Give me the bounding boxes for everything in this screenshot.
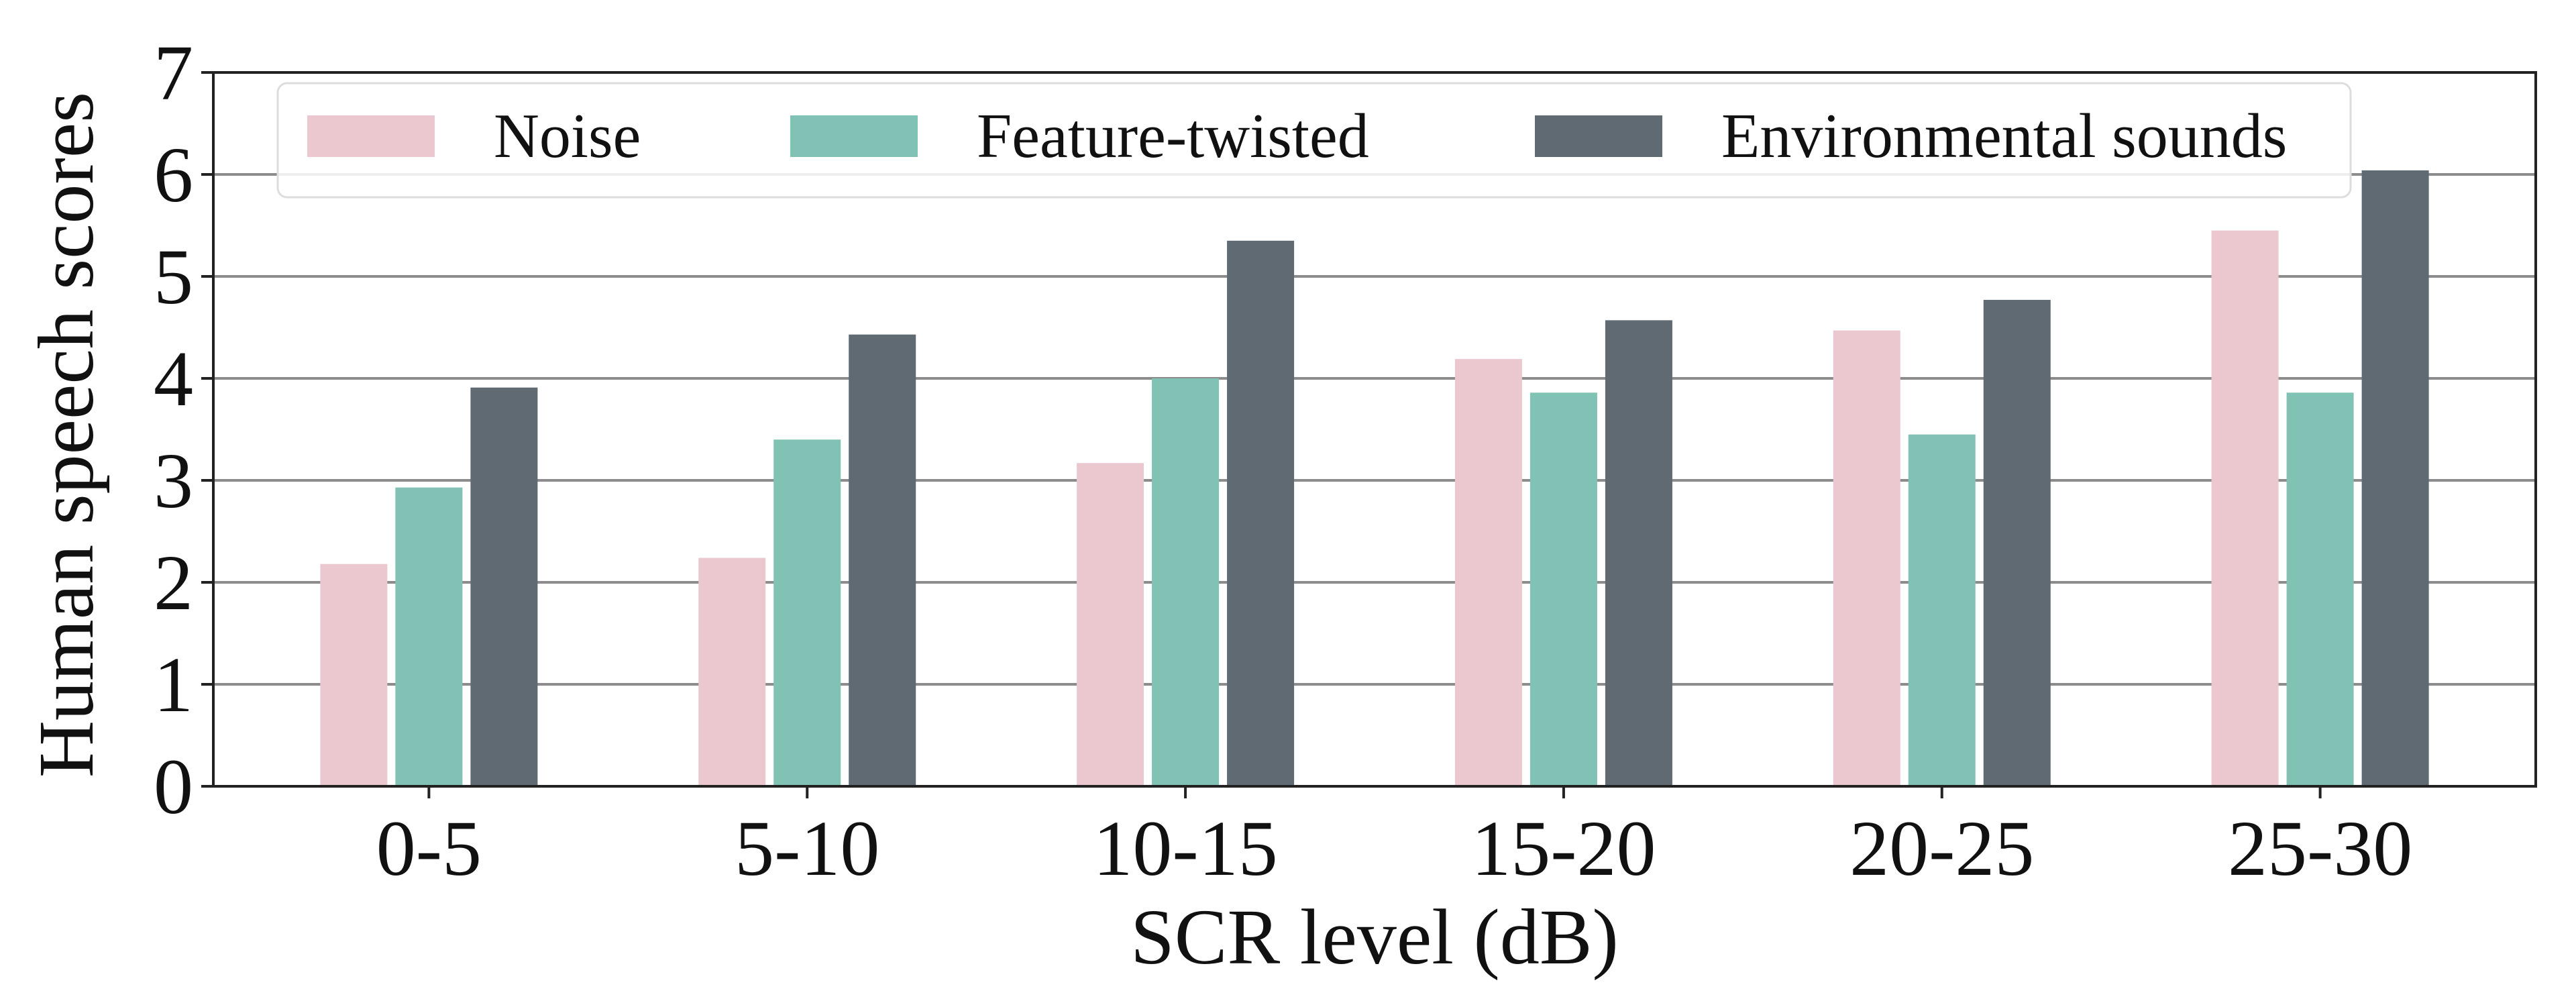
x-tick-label-15-20: 15-20: [1471, 804, 1656, 892]
y-axis-ticks: 0 1 2 3 4 5 6 7: [154, 29, 213, 831]
bar-feature-twisted-10-15: [1152, 378, 1220, 786]
bar-environmental-sounds-10-15: [1227, 240, 1295, 786]
bar-environmental-sounds-15-20: [1605, 320, 1672, 786]
x-tick-label-25-30: 25-30: [2228, 804, 2412, 892]
bar-noise-0-5: [320, 564, 388, 786]
y-tick-label-6: 6: [154, 131, 193, 219]
legend: Noise Feature-twisted Environmental soun…: [276, 82, 2352, 199]
bar-feature-twisted-25-30: [2286, 392, 2354, 786]
bar-feature-twisted-15-20: [1529, 392, 1597, 786]
legend-label-feature-twisted: Feature-twisted: [977, 101, 1369, 171]
bar-environmental-sounds-0-5: [470, 387, 538, 786]
y-tick-label-0: 0: [154, 743, 193, 831]
x-axis-ticks: 0-5 5-10 10-15 15-20 20-25 25-30: [376, 786, 2412, 892]
legend-box: [276, 82, 2352, 199]
y-axis-title: Human speech scores: [22, 92, 110, 778]
legend-label-noise: Noise: [494, 101, 641, 171]
bar-feature-twisted-20-25: [1908, 434, 1976, 786]
x-tick-label-10-15: 10-15: [1093, 804, 1277, 892]
bar-environmental-sounds-5-10: [849, 334, 916, 786]
bar-environmental-sounds-20-25: [1983, 299, 2051, 787]
x-tick-label-0-5: 0-5: [376, 804, 482, 892]
bars: [320, 170, 2429, 787]
gridlines: [213, 173, 2536, 686]
x-tick-label-5-10: 5-10: [735, 804, 879, 892]
y-tick-label-3: 3: [154, 437, 193, 525]
y-tick-label-7: 7: [154, 29, 193, 117]
legend-swatch-noise: [307, 115, 435, 157]
bar-feature-twisted-5-10: [773, 439, 841, 786]
bar-noise-20-25: [1833, 330, 1900, 786]
plot-frame: [212, 71, 2537, 788]
bar-noise-10-15: [1077, 463, 1144, 786]
bar-noise-15-20: [1454, 359, 1522, 786]
y-tick-label-2: 2: [154, 539, 193, 627]
y-tick-label-4: 4: [154, 335, 193, 423]
bar-environmental-sounds-25-30: [2361, 170, 2429, 787]
legend-swatch-environmental-sounds: [1535, 115, 1662, 157]
bar-noise-25-30: [2211, 230, 2279, 787]
y-tick-label-1: 1: [154, 641, 193, 729]
bar-noise-5-10: [698, 558, 766, 786]
x-tick-label-20-25: 20-25: [1849, 804, 2034, 892]
x-axis-title: SCR level (dB): [1130, 893, 1619, 981]
legend-label-environmental-sounds: Environmental sounds: [1721, 101, 2287, 171]
bar-feature-twisted-0-5: [395, 487, 463, 786]
legend-swatch-feature-twisted: [790, 115, 918, 157]
y-tick-label-5: 5: [154, 233, 193, 321]
